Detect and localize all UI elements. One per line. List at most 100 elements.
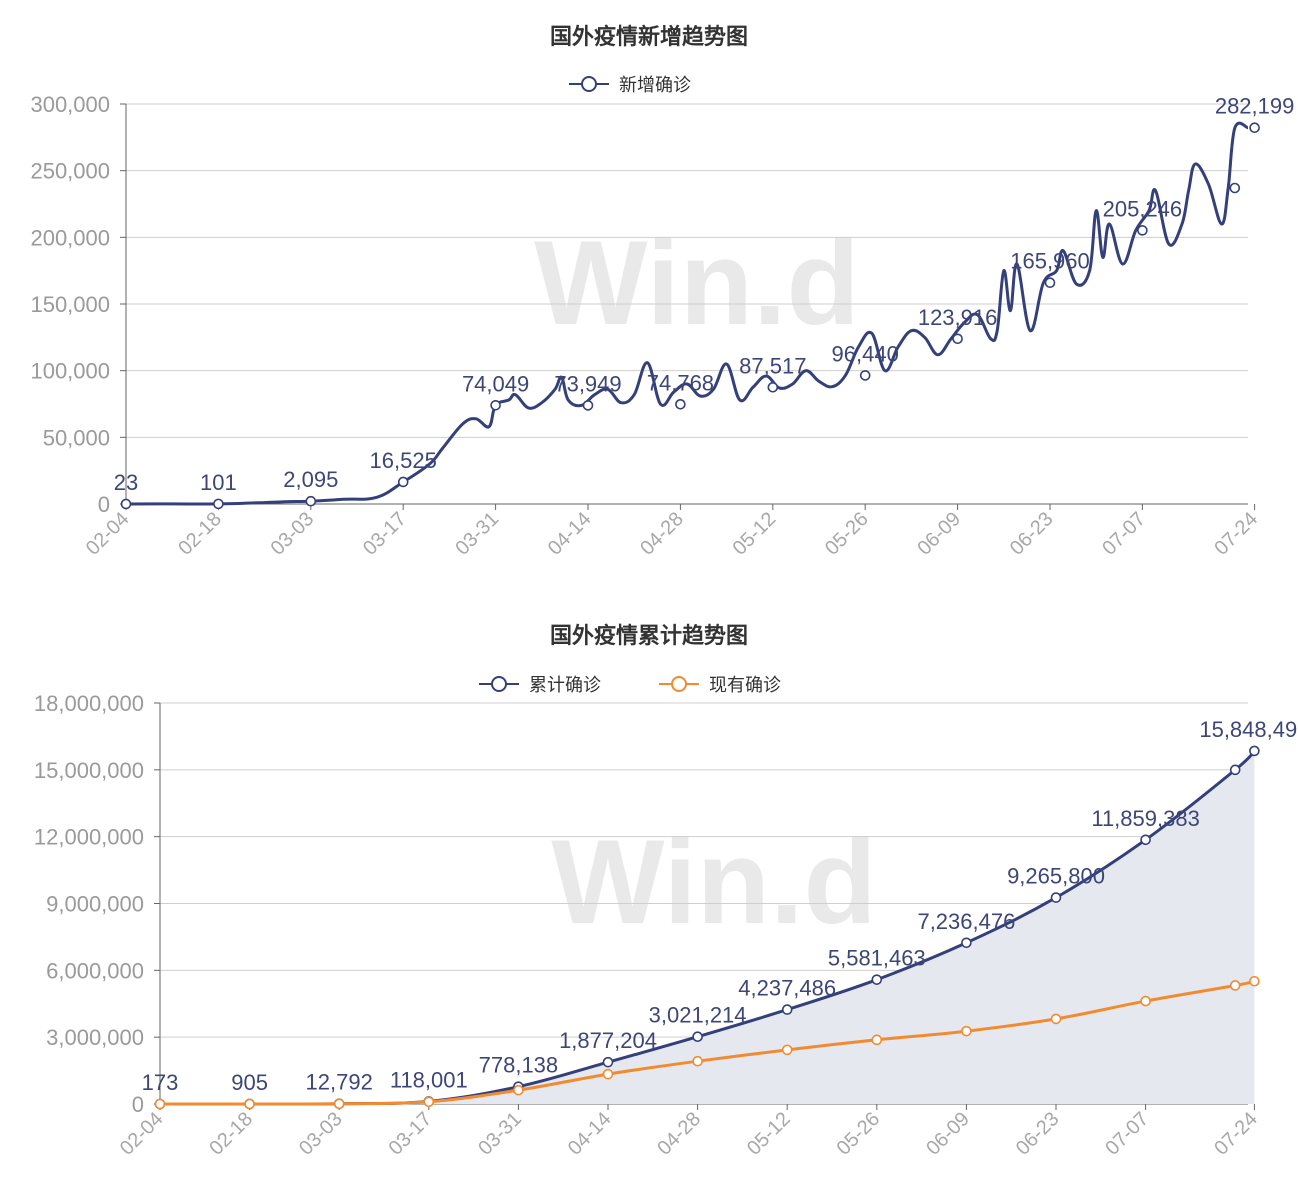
y-tick-label: 300,000: [30, 92, 110, 117]
y-tick-label: 3,000,000: [46, 1025, 144, 1050]
y-tick-label: 18,000,000: [34, 691, 144, 716]
x-tick-label: 07-24: [1210, 508, 1262, 560]
x-tick-label: 07-07: [1098, 508, 1150, 560]
data-point[interactable]: [1229, 764, 1241, 776]
data-label: 74,049: [462, 371, 529, 396]
legend-marker-0[interactable]: [491, 676, 507, 692]
data-point[interactable]: [871, 1034, 883, 1046]
data-label: 16,525: [370, 448, 437, 473]
x-tick-label: 05-12: [743, 1108, 795, 1160]
data-point[interactable]: [692, 1031, 703, 1042]
data-label: 96,440: [832, 341, 899, 366]
x-tick-label: 04-28: [636, 508, 688, 560]
y-tick-label: 0: [98, 492, 110, 517]
data-label: 9,265,800: [1007, 864, 1105, 889]
x-tick-label: 03-03: [267, 508, 319, 560]
watermark-text: Win.d: [551, 815, 877, 949]
data-point[interactable]: [1137, 225, 1148, 236]
data-point[interactable]: [781, 1044, 793, 1056]
data-point[interactable]: [1229, 980, 1241, 991]
data-point[interactable]: [1050, 1013, 1062, 1025]
x-tick-label: 03-31: [451, 508, 503, 560]
data-label: 15,848,490: [1199, 717, 1298, 742]
x-tick-label: 06-09: [913, 508, 965, 560]
data-point[interactable]: [213, 498, 224, 510]
legend-marker-1[interactable]: [671, 676, 687, 692]
legend-marker-0[interactable]: [581, 76, 597, 92]
chart-title: 国外疫情累计趋势图: [550, 623, 748, 649]
watermark-text: Win.d: [534, 216, 860, 350]
data-point[interactable]: [582, 400, 594, 411]
x-tick-label: 03-17: [385, 1108, 437, 1160]
data-point[interactable]: [1229, 182, 1241, 194]
data-point[interactable]: [423, 1096, 435, 1108]
data-point[interactable]: [1140, 834, 1151, 846]
x-tick-label: 03-31: [474, 1108, 526, 1160]
y-tick-label: 150,000: [30, 292, 110, 317]
data-point[interactable]: [675, 399, 686, 410]
data-point[interactable]: [513, 1084, 524, 1096]
data-label: 778,138: [479, 1053, 559, 1078]
data-point[interactable]: [1249, 975, 1260, 987]
x-tick-label: 07-07: [1101, 1108, 1153, 1160]
data-label: 74,768: [647, 370, 714, 395]
data-point[interactable]: [490, 399, 501, 411]
data-point[interactable]: [244, 1098, 255, 1110]
data-point[interactable]: [1044, 277, 1056, 289]
y-tick-label: 100,000: [30, 359, 110, 384]
x-tick-label: 05-26: [821, 508, 873, 560]
x-tick-label: 05-26: [833, 1108, 885, 1160]
data-label: 7,236,476: [917, 909, 1015, 934]
data-point[interactable]: [154, 1098, 166, 1110]
data-point[interactable]: [767, 382, 779, 393]
data-label: 101: [200, 470, 237, 495]
data-label: 4,237,486: [738, 976, 836, 1001]
x-tick-label: 06-09: [922, 1108, 974, 1160]
data-label: 165,960: [1010, 249, 1090, 274]
data-label: 2,095: [283, 467, 338, 492]
y-tick-label: 50,000: [43, 425, 110, 450]
data-label: 123,916: [918, 305, 998, 330]
x-tick-label: 06-23: [1012, 1108, 1064, 1160]
x-tick-label: 03-03: [295, 1108, 347, 1160]
x-tick-label: 02-18: [205, 1108, 257, 1160]
data-point[interactable]: [333, 1098, 345, 1110]
y-tick-label: 0: [132, 1092, 144, 1117]
data-point[interactable]: [781, 1004, 793, 1015]
data-point[interactable]: [602, 1068, 614, 1080]
data-point[interactable]: [692, 1055, 703, 1067]
data-label: 12,792: [306, 1070, 373, 1095]
data-point[interactable]: [1249, 745, 1260, 757]
data-point[interactable]: [871, 974, 883, 985]
series-line-1: [160, 979, 1255, 1106]
legend-label-1[interactable]: 现有确诊: [709, 675, 781, 696]
data-point[interactable]: [602, 1056, 614, 1068]
data-point[interactable]: [1249, 122, 1260, 134]
x-tick-label: 04-14: [544, 508, 596, 560]
x-tick-label: 04-14: [564, 1108, 616, 1160]
data-point[interactable]: [961, 937, 972, 949]
data-label: 73,949: [554, 371, 621, 396]
data-point[interactable]: [305, 495, 317, 507]
data-point[interactable]: [961, 1025, 972, 1037]
x-tick-label: 06-23: [1006, 508, 1058, 560]
data-label: 905: [231, 1070, 268, 1095]
data-point[interactable]: [1140, 995, 1151, 1007]
legend-label-0[interactable]: 新增确诊: [619, 75, 691, 96]
y-tick-label: 250,000: [30, 159, 110, 184]
y-tick-label: 12,000,000: [34, 825, 144, 850]
data-label: 87,517: [739, 353, 806, 378]
data-point[interactable]: [859, 370, 871, 381]
series-area-0: [160, 750, 1255, 1104]
data-point[interactable]: [120, 498, 132, 510]
data-point[interactable]: [952, 333, 963, 345]
data-label: 118,001: [390, 1067, 468, 1092]
data-point[interactable]: [397, 476, 409, 488]
legend-label-0[interactable]: 累计确诊: [529, 675, 601, 696]
data-point[interactable]: [1050, 892, 1062, 903]
series-line-0: [125, 121, 1249, 506]
y-tick-label: 200,000: [30, 225, 110, 250]
x-tick-label: 02-18: [174, 508, 226, 560]
y-tick-label: 6,000,000: [46, 958, 144, 983]
y-tick-label: 15,000,000: [34, 758, 144, 783]
